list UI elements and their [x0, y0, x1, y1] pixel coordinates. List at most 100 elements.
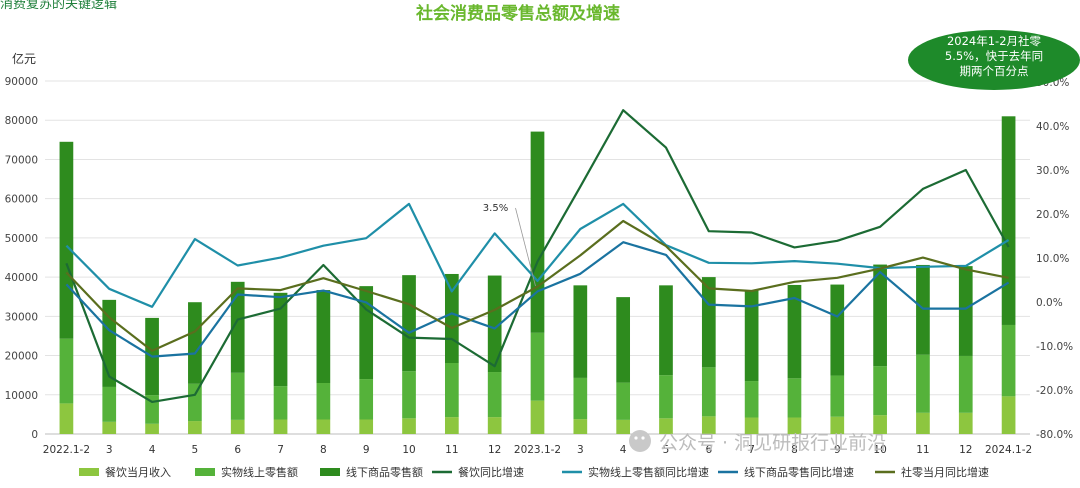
- x-tick-label: 7: [748, 444, 755, 456]
- x-axis-ticks: 2022.1-2 3 4 5 6 7 8 9 10 11 12 2023.1-2 3 4 5 6 7 8 9 10 11…: [43, 444, 1032, 456]
- bar-0: [958, 412, 973, 434]
- bar-2: [530, 131, 545, 333]
- bar-1: [1001, 324, 1016, 397]
- bar-1: [830, 375, 845, 417]
- bar-2: [958, 266, 973, 356]
- note-line: 5.5%，快于去年同: [945, 49, 1043, 63]
- bar-0: [444, 417, 459, 434]
- series-line-1: [65, 202, 1010, 308]
- bar-0: [402, 418, 416, 434]
- bar-0: [787, 417, 802, 434]
- bar-1: [616, 382, 631, 420]
- bar-2: [916, 264, 930, 355]
- bar-2: [787, 284, 802, 379]
- bar-2: [444, 273, 459, 364]
- left-tick-label: 60000: [5, 194, 38, 206]
- series-line-3: [65, 219, 1009, 352]
- x-tick-label: 8: [791, 444, 798, 456]
- bar-0: [487, 417, 502, 434]
- bar-1: [444, 363, 459, 418]
- bar-1: [916, 354, 930, 413]
- legend-swatch: [320, 468, 340, 476]
- x-tick-label: 4: [149, 444, 156, 456]
- bar-0: [145, 423, 159, 434]
- x-tick-label: 12: [959, 444, 972, 456]
- bar-2: [230, 281, 245, 373]
- legend-label: 社零当月同比增速: [901, 465, 989, 479]
- bar-0: [873, 415, 887, 434]
- x-tick-label: 10: [873, 444, 886, 456]
- bar-1: [487, 372, 502, 418]
- bar-2: [316, 290, 331, 384]
- bar-1: [230, 372, 245, 420]
- right-tick-label: 20.0%: [1036, 209, 1069, 221]
- bar-1: [59, 338, 74, 404]
- bar-1: [659, 375, 673, 419]
- bar-0: [273, 419, 288, 434]
- bar-0: [530, 400, 545, 434]
- bar-2: [487, 275, 502, 373]
- annotation-3-5: 3.5%: [483, 203, 536, 287]
- note-ellipse: [908, 30, 1080, 90]
- line-series: [65, 109, 1010, 403]
- series-line-2: [65, 241, 1010, 358]
- left-tick-label: 50000: [5, 233, 38, 245]
- bar-1: [359, 379, 374, 420]
- bar-2: [59, 141, 74, 339]
- bar-0: [359, 419, 374, 434]
- left-tick-label: 80000: [5, 115, 38, 127]
- bar-0: [830, 416, 845, 434]
- left-tick-label: 90000: [5, 76, 38, 88]
- bar-2: [359, 286, 374, 380]
- bar-0: [701, 416, 716, 434]
- legend-label: 线下商品零售额: [346, 465, 423, 479]
- legend-label: 实物线上零售额同比增速: [588, 465, 709, 479]
- legend-swatch: [79, 468, 99, 476]
- x-tick-label: 12: [488, 444, 501, 456]
- bar-2: [873, 264, 887, 367]
- legend-label: 线下商品零售同比增速: [744, 465, 854, 479]
- watermark: 公众号 · 洞见研报行业前沿: [629, 430, 886, 454]
- bar-0: [102, 421, 117, 434]
- bar-2: [188, 302, 202, 384]
- x-tick-label: 5: [663, 444, 670, 456]
- left-tick-label: 30000: [5, 311, 38, 323]
- bar-2: [273, 292, 288, 387]
- x-tick-label: 4: [620, 444, 627, 456]
- bar-1: [273, 386, 288, 420]
- bar-2: [402, 275, 416, 372]
- right-tick-label: -20.0%: [1036, 385, 1073, 397]
- wechat-icon-eye: [634, 436, 638, 440]
- bar-1: [701, 367, 716, 417]
- bar-1: [188, 383, 202, 422]
- annotation-text: 3.5%: [483, 203, 508, 214]
- bar-0: [616, 419, 631, 434]
- x-tick-label: 6: [234, 444, 241, 456]
- right-axis-ticks: -80.0% -20.0% -10.0% 0.0% 10.0% 20.0% 30.0% 40.…: [1036, 77, 1073, 441]
- left-axis-unit: 亿元: [12, 51, 36, 66]
- bar-0: [1001, 396, 1016, 434]
- left-tick-label: 70000: [5, 154, 38, 166]
- x-tick-label: 9: [834, 444, 841, 456]
- left-tick-label: 10000: [5, 390, 38, 402]
- bar-2: [659, 285, 673, 376]
- right-tick-label: 0.0%: [1036, 297, 1063, 309]
- x-tick-label: 10: [402, 444, 415, 456]
- left-tick-label: 20000: [5, 351, 38, 363]
- right-tick-label: -10.0%: [1036, 341, 1073, 353]
- bar-1: [958, 355, 973, 413]
- wechat-icon-eye: [641, 436, 645, 440]
- bar-series: [59, 116, 1016, 434]
- bar-1: [402, 371, 416, 419]
- bar-0: [230, 419, 245, 434]
- x-tick-label: 11: [916, 444, 929, 456]
- bar-1: [573, 377, 588, 420]
- x-tick-label: 11: [445, 444, 458, 456]
- legend-label: 餐饮同比增速: [458, 465, 524, 479]
- bar-0: [316, 419, 331, 434]
- right-tick-label: 40.0%: [1036, 121, 1069, 133]
- x-tick-label: 3: [106, 444, 113, 456]
- bar-2: [1001, 116, 1016, 325]
